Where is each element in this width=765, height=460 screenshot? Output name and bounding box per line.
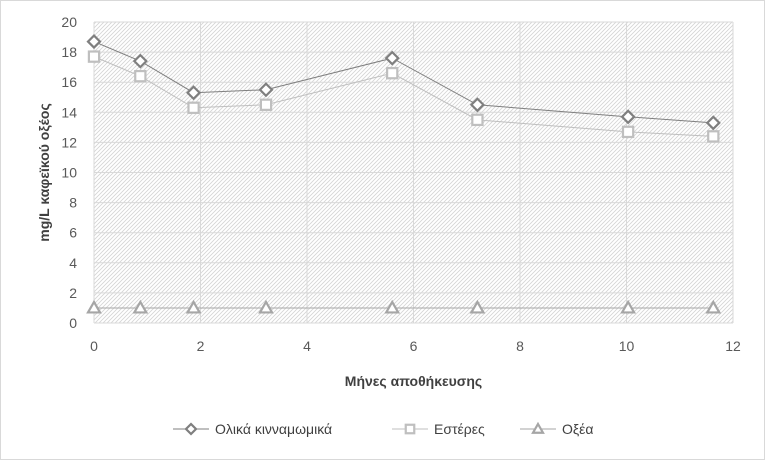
data-point [185,299,202,314]
data-point [707,130,720,143]
y-tick-label: 10 [61,165,77,181]
y-axis-title: mg/L καφεϊκού οξέος [36,103,52,241]
data-point [87,50,101,63]
x-tick-label: 0 [90,338,98,354]
data-point [384,50,400,66]
legend-item: Εστέρες [392,421,485,437]
data-point [620,109,636,125]
data-point [187,101,200,114]
x-tick-labels: 0 2 4 6 8 10 12 [90,338,741,354]
x-tick-label: 4 [303,338,311,354]
series-2 [87,50,720,143]
series-1 [86,34,721,131]
legend: Ολικά κινναμωμικά Εστέρες Οξέα [173,421,594,437]
data-point [384,299,401,314]
data-point [258,299,274,314]
data-point [258,82,274,98]
gridlines [93,21,734,324]
x-tick-label: 12 [725,338,741,354]
legend-label: Οξέα [562,421,594,437]
data-point [132,299,149,314]
data-point [386,66,399,80]
x-axis-title: Μήνες αποθήκευσης [345,373,482,389]
legend-item: Οξέα [520,421,594,437]
series-line [93,56,714,137]
legend-marker [404,423,416,435]
y-tick-label: 8 [69,195,77,211]
y-tick-label: 6 [69,225,77,241]
data-point [469,299,486,314]
legend-marker [531,421,545,434]
y-tick-label: 0 [69,315,77,331]
series-line [93,41,714,124]
x-tick-label: 10 [619,338,635,354]
data-point [259,98,273,111]
series-3 [86,299,722,314]
data-point [86,34,102,50]
data-point [705,299,722,314]
x-tick-label: 2 [197,338,205,354]
x-tick-label: 6 [410,338,418,354]
data-point [620,299,636,314]
legend-marker [184,422,198,436]
data-point [186,85,202,101]
data-point [621,125,635,139]
y-tick-label: 12 [61,134,77,150]
y-tick-label: 16 [61,74,77,90]
y-tick-label: 2 [69,285,77,301]
y-tick-label: 4 [69,255,77,271]
data-point [471,113,484,127]
data-point [705,115,721,131]
legend-label: Ολικά κινναμωμικά [215,421,332,437]
series-layer [86,34,722,314]
y-tick-labels: 0 2 4 6 8 10 12 14 16 18 20 [61,14,77,331]
data-point [86,299,102,314]
legend-label: Εστέρες [434,421,485,437]
data-point [132,53,148,69]
y-tick-label: 20 [61,14,77,30]
y-tick-label: 18 [61,44,77,60]
legend-item: Ολικά κινναμωμικά [173,421,332,437]
data-point [134,69,147,83]
y-tick-label: 14 [61,104,77,120]
data-point [469,97,485,113]
x-tick-label: 8 [516,338,524,354]
